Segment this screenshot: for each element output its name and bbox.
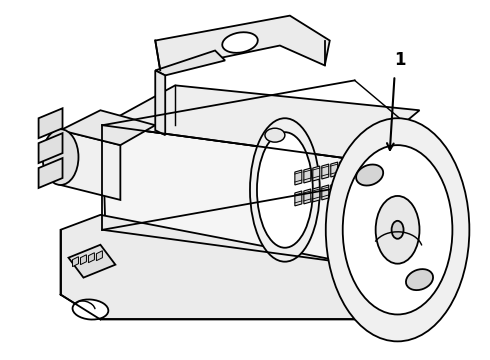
Ellipse shape <box>335 186 385 274</box>
Polygon shape <box>39 158 63 188</box>
Polygon shape <box>331 162 338 177</box>
Ellipse shape <box>265 128 285 142</box>
Ellipse shape <box>406 269 433 290</box>
Polygon shape <box>80 255 86 265</box>
Polygon shape <box>340 181 347 196</box>
Polygon shape <box>39 133 63 163</box>
Text: 1: 1 <box>394 51 405 69</box>
Polygon shape <box>89 253 95 263</box>
Ellipse shape <box>250 118 320 262</box>
Polygon shape <box>313 166 320 181</box>
Polygon shape <box>322 164 329 179</box>
Ellipse shape <box>343 145 452 315</box>
Polygon shape <box>155 50 225 75</box>
Ellipse shape <box>43 129 78 185</box>
Polygon shape <box>61 215 390 319</box>
Ellipse shape <box>338 169 362 187</box>
Ellipse shape <box>376 196 419 264</box>
Polygon shape <box>340 160 347 175</box>
Polygon shape <box>97 251 102 261</box>
Polygon shape <box>155 71 165 135</box>
Ellipse shape <box>257 132 313 248</box>
Polygon shape <box>322 185 329 200</box>
Polygon shape <box>313 187 320 202</box>
Polygon shape <box>304 189 311 204</box>
Polygon shape <box>295 170 302 185</box>
Ellipse shape <box>222 32 258 53</box>
Ellipse shape <box>73 300 108 320</box>
Ellipse shape <box>356 165 383 185</box>
Polygon shape <box>61 110 155 145</box>
Ellipse shape <box>338 191 362 209</box>
Polygon shape <box>155 15 330 71</box>
Polygon shape <box>331 183 338 198</box>
Polygon shape <box>39 108 63 138</box>
Polygon shape <box>61 130 121 200</box>
Polygon shape <box>73 257 78 267</box>
Polygon shape <box>69 245 115 278</box>
Ellipse shape <box>326 118 469 341</box>
Polygon shape <box>102 125 360 265</box>
Polygon shape <box>295 191 302 206</box>
Polygon shape <box>102 85 419 160</box>
Polygon shape <box>304 168 311 183</box>
Ellipse shape <box>392 221 404 239</box>
